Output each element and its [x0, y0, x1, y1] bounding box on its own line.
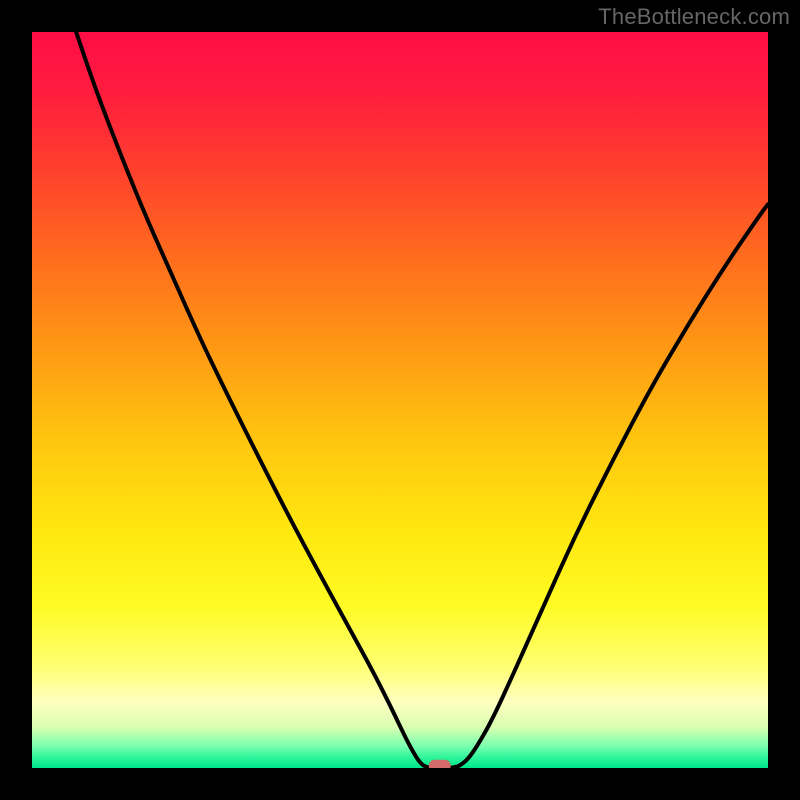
chart-gradient-background — [32, 32, 768, 768]
watermark-text: TheBottleneck.com — [598, 4, 790, 30]
bottleneck-chart — [0, 0, 800, 800]
